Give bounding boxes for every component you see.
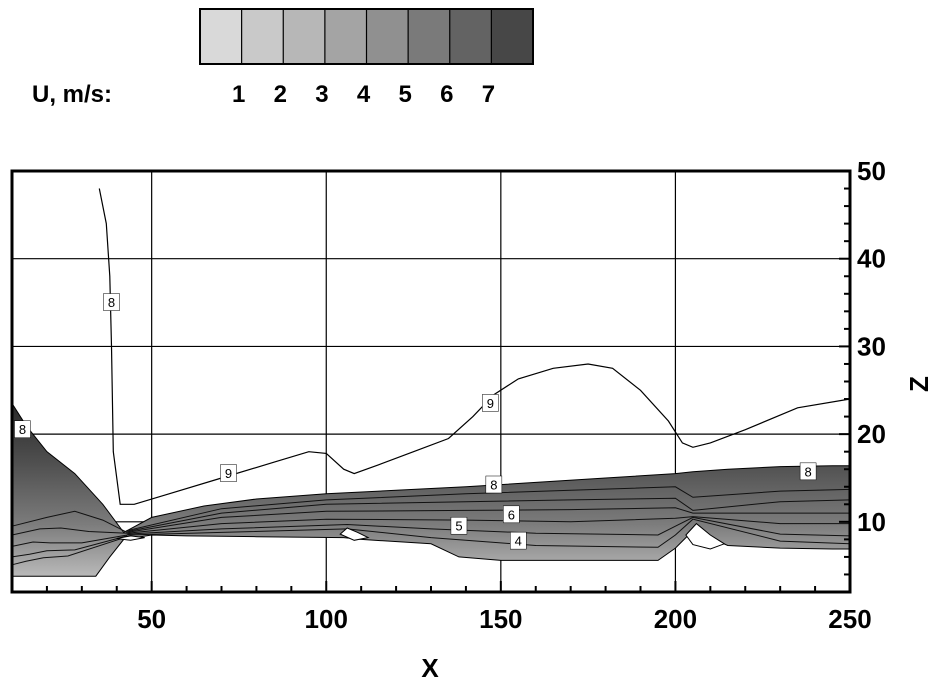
contour-label: 6 bbox=[503, 505, 520, 524]
contour-label-box bbox=[220, 464, 237, 482]
contour-label-box bbox=[799, 462, 817, 481]
contour-label-text: 9 bbox=[487, 396, 494, 411]
contour-label-box bbox=[482, 394, 499, 412]
colorbar-swatch bbox=[324, 9, 367, 64]
velocity-field bbox=[11, 401, 851, 577]
contour-label: 4 bbox=[510, 531, 527, 550]
colorbar-level-label: 3 bbox=[315, 81, 328, 108]
contour-label-box bbox=[485, 475, 503, 494]
contour-line-inner bbox=[127, 516, 850, 534]
z-tick-label: 50 bbox=[857, 156, 886, 186]
colorbar-level-label: 6 bbox=[440, 81, 453, 108]
colorbar-swatch bbox=[449, 9, 492, 64]
y-axis-title: Z bbox=[904, 376, 934, 392]
z-tick-label: 30 bbox=[857, 331, 886, 361]
contour-label-text: 8 bbox=[804, 464, 811, 479]
contour-label-box bbox=[450, 516, 468, 535]
contour-label: 8 bbox=[14, 420, 31, 438]
contour-lines bbox=[11, 188, 851, 566]
colorbar-swatch bbox=[366, 9, 409, 64]
contour-label: 8 bbox=[799, 462, 817, 481]
contour-line-inner bbox=[127, 518, 851, 548]
x-tick-label: 200 bbox=[654, 604, 697, 634]
contour-label-box bbox=[503, 505, 520, 524]
contour-label-text: 8 bbox=[490, 477, 497, 492]
colorbar-label: U, m/s: bbox=[32, 81, 112, 108]
colorbar-swatch bbox=[491, 9, 533, 64]
contour-label-text: 9 bbox=[225, 466, 232, 481]
colorbar-level-label: 2 bbox=[274, 81, 287, 108]
contour-line-inner bbox=[11, 510, 128, 533]
colorbar-level-label: 5 bbox=[398, 81, 411, 108]
contour-label: 5 bbox=[450, 516, 468, 535]
contour-line-9 bbox=[98, 188, 851, 505]
x-axis-title: X bbox=[421, 653, 439, 683]
axis-ticks: 50 100 150 200 250 10 20 30 40 50 bbox=[11, 156, 886, 634]
colorbar-level-label: 1 bbox=[232, 81, 245, 108]
z-tick-label: 10 bbox=[857, 507, 886, 537]
contour-label-text: 8 bbox=[108, 295, 115, 310]
colored-velocity-region bbox=[11, 401, 851, 577]
low-velocity-pocket bbox=[116, 535, 145, 541]
x-tick-label: 100 bbox=[305, 604, 348, 634]
z-tick-label: 40 bbox=[857, 244, 886, 274]
x-tick-label: 50 bbox=[137, 604, 166, 634]
contour-label-box bbox=[14, 420, 31, 438]
colorbar-level-label: 7 bbox=[482, 81, 495, 108]
contour-line-inner bbox=[127, 497, 851, 532]
contour-line-inner bbox=[11, 527, 128, 536]
contour-label: 9 bbox=[220, 464, 237, 482]
colorbar-swatch bbox=[408, 9, 450, 64]
x-tick-label: 250 bbox=[828, 604, 871, 634]
contour-label-text: 6 bbox=[508, 507, 515, 522]
contour-label-text: 8 bbox=[19, 422, 26, 437]
low-velocity-pocket bbox=[339, 527, 370, 541]
contour-line-inner bbox=[11, 534, 128, 547]
low-velocity-pocket bbox=[685, 522, 726, 550]
contour-line-inner bbox=[127, 486, 851, 532]
contour-line-inner bbox=[11, 535, 128, 558]
colorbar-swatch bbox=[200, 9, 242, 64]
contour-label-text: 5 bbox=[455, 519, 462, 534]
x-tick-label: 150 bbox=[479, 604, 522, 634]
colorbar-level-label: 4 bbox=[357, 81, 371, 108]
z-tick-label: 20 bbox=[857, 419, 886, 449]
colorbar-swatch bbox=[241, 9, 284, 64]
colorbar-swatch bbox=[283, 9, 325, 64]
contour-line-inner bbox=[127, 516, 851, 537]
contour-label-text: 4 bbox=[515, 534, 522, 549]
contour-label-box bbox=[510, 531, 527, 550]
contour-label: 8 bbox=[103, 293, 120, 311]
contour-line-inner bbox=[127, 507, 850, 533]
contour-line-inner bbox=[11, 536, 128, 566]
contour-label: 9 bbox=[482, 394, 499, 412]
contour-label-box bbox=[103, 293, 120, 311]
contour-label: 8 bbox=[485, 475, 503, 494]
